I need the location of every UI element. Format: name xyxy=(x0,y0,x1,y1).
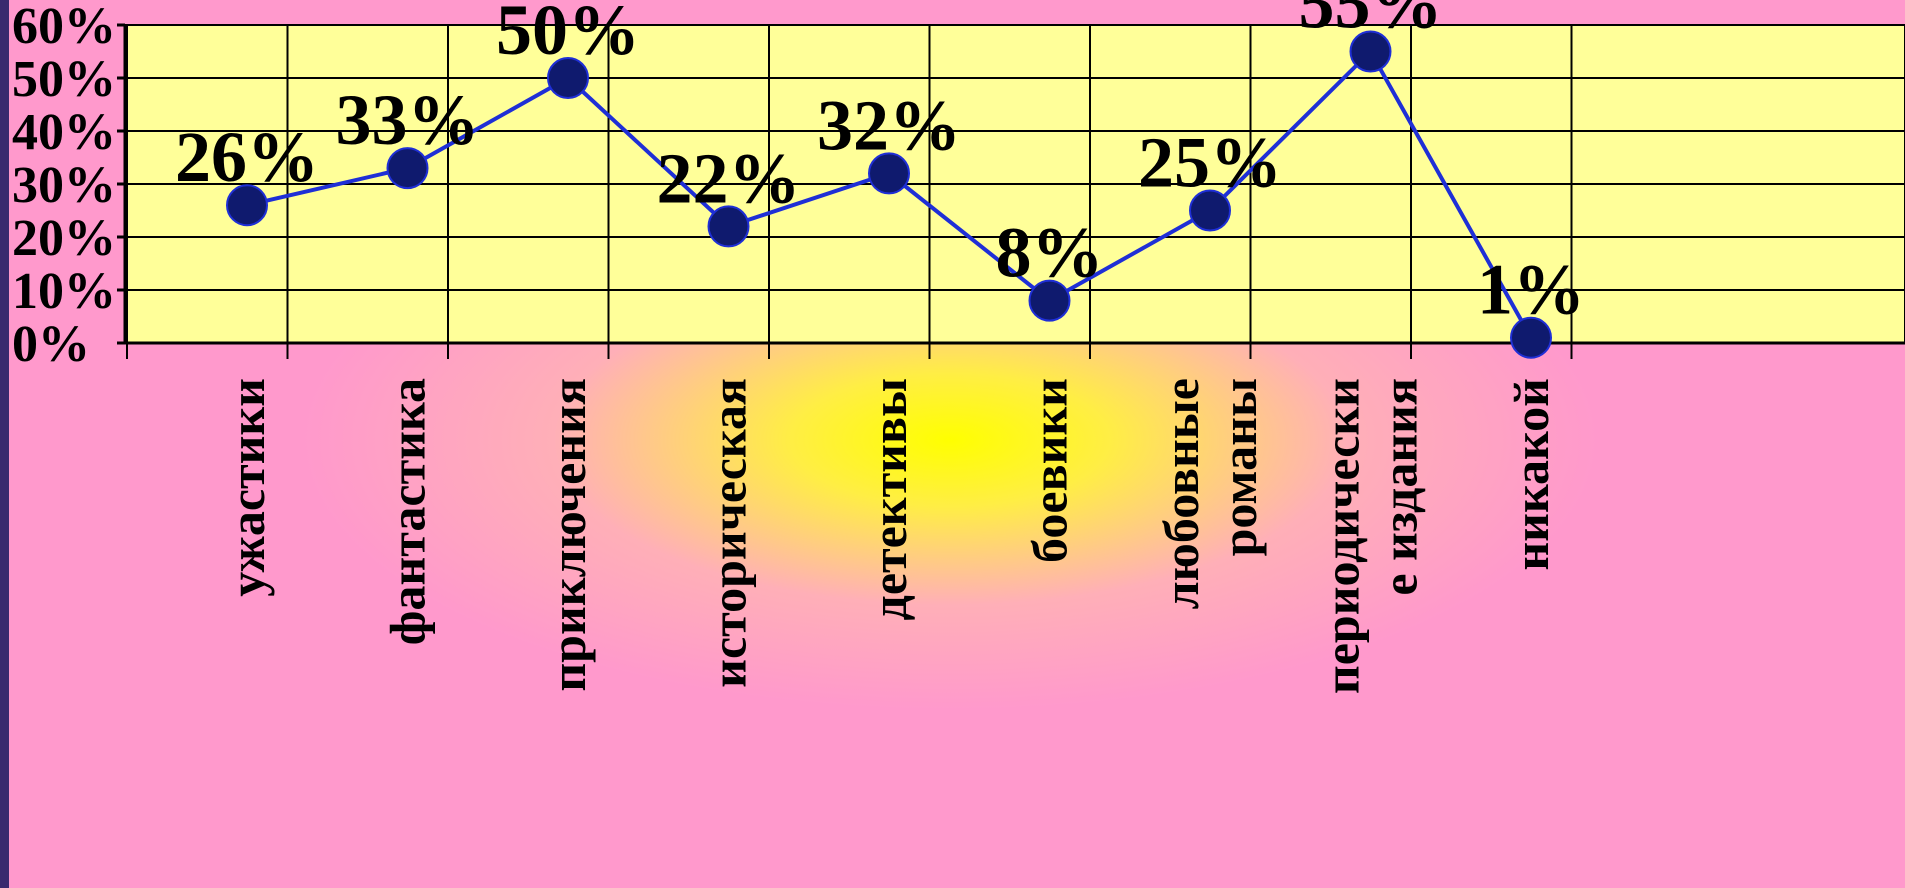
data-label: 33% xyxy=(336,80,480,160)
x-tick-label: любовные романы xyxy=(1153,378,1267,609)
data-point xyxy=(1028,279,1071,322)
y-tick-label: 30% xyxy=(12,157,116,214)
data-label: 1% xyxy=(1477,250,1585,330)
data-point xyxy=(707,205,750,248)
y-tick-label: 20% xyxy=(12,210,116,267)
y-tick-label: 0% xyxy=(12,316,90,373)
grid xyxy=(125,24,1905,359)
y-tick-label: 10% xyxy=(12,263,116,320)
data-label: 50% xyxy=(496,0,640,70)
x-tick-label-line: боевики xyxy=(1022,378,1078,563)
data-label: 55% xyxy=(1299,0,1443,44)
x-tick-label: ужастики xyxy=(219,378,275,597)
data-point xyxy=(226,184,268,227)
series xyxy=(226,30,1552,359)
data-point xyxy=(1349,30,1392,73)
x-tick-label-line: е издания xyxy=(1372,378,1428,596)
x-tick-label-line: любовные xyxy=(1153,378,1209,609)
x-tick-label: историческая xyxy=(701,378,757,688)
data-label: 32% xyxy=(817,85,961,165)
x-tick-label-line: фантастика xyxy=(380,378,436,645)
data-point xyxy=(868,152,910,195)
x-tick-label-line: романы xyxy=(1211,378,1267,556)
y-axis-ticks: 0%10%20%30%40%50%60% xyxy=(12,0,116,373)
x-tick-label: боевики xyxy=(1022,378,1078,563)
data-label: 22% xyxy=(657,138,801,218)
data-labels: 26% 33%50%22%32% 8% 25% 55% 1% xyxy=(175,0,1585,330)
x-tick-label-line: ужастики xyxy=(219,378,275,597)
data-point xyxy=(386,147,429,190)
x-tick-label-line: приключения xyxy=(540,378,596,692)
x-tick-label-line: никакой xyxy=(1503,378,1559,571)
x-tick-label: никакой xyxy=(1503,378,1559,571)
x-tick-label-line: периодически xyxy=(1314,378,1370,694)
data-label: 8% xyxy=(996,213,1104,293)
x-tick-label: периодически е издания xyxy=(1314,378,1428,694)
x-tick-label: приключения xyxy=(540,378,596,692)
data-point xyxy=(547,57,589,99)
x-tick-label-line: детективы xyxy=(861,378,917,620)
data-point xyxy=(1189,189,1231,232)
y-tick-label: 40% xyxy=(12,104,116,161)
data-point xyxy=(1510,316,1552,359)
x-tick-label: детективы xyxy=(861,378,917,620)
x-tick-label: фантастика xyxy=(380,378,436,645)
y-tick-label: 60% xyxy=(12,0,116,55)
x-axis-labels: ужастики фантастика приключения историческа… xyxy=(219,378,1559,694)
data-label: 26% xyxy=(175,117,319,197)
axes xyxy=(117,23,1905,345)
x-tick-label-line: историческая xyxy=(701,378,757,688)
data-label: 25% xyxy=(1138,123,1282,203)
y-tick-label: 50% xyxy=(12,51,116,108)
